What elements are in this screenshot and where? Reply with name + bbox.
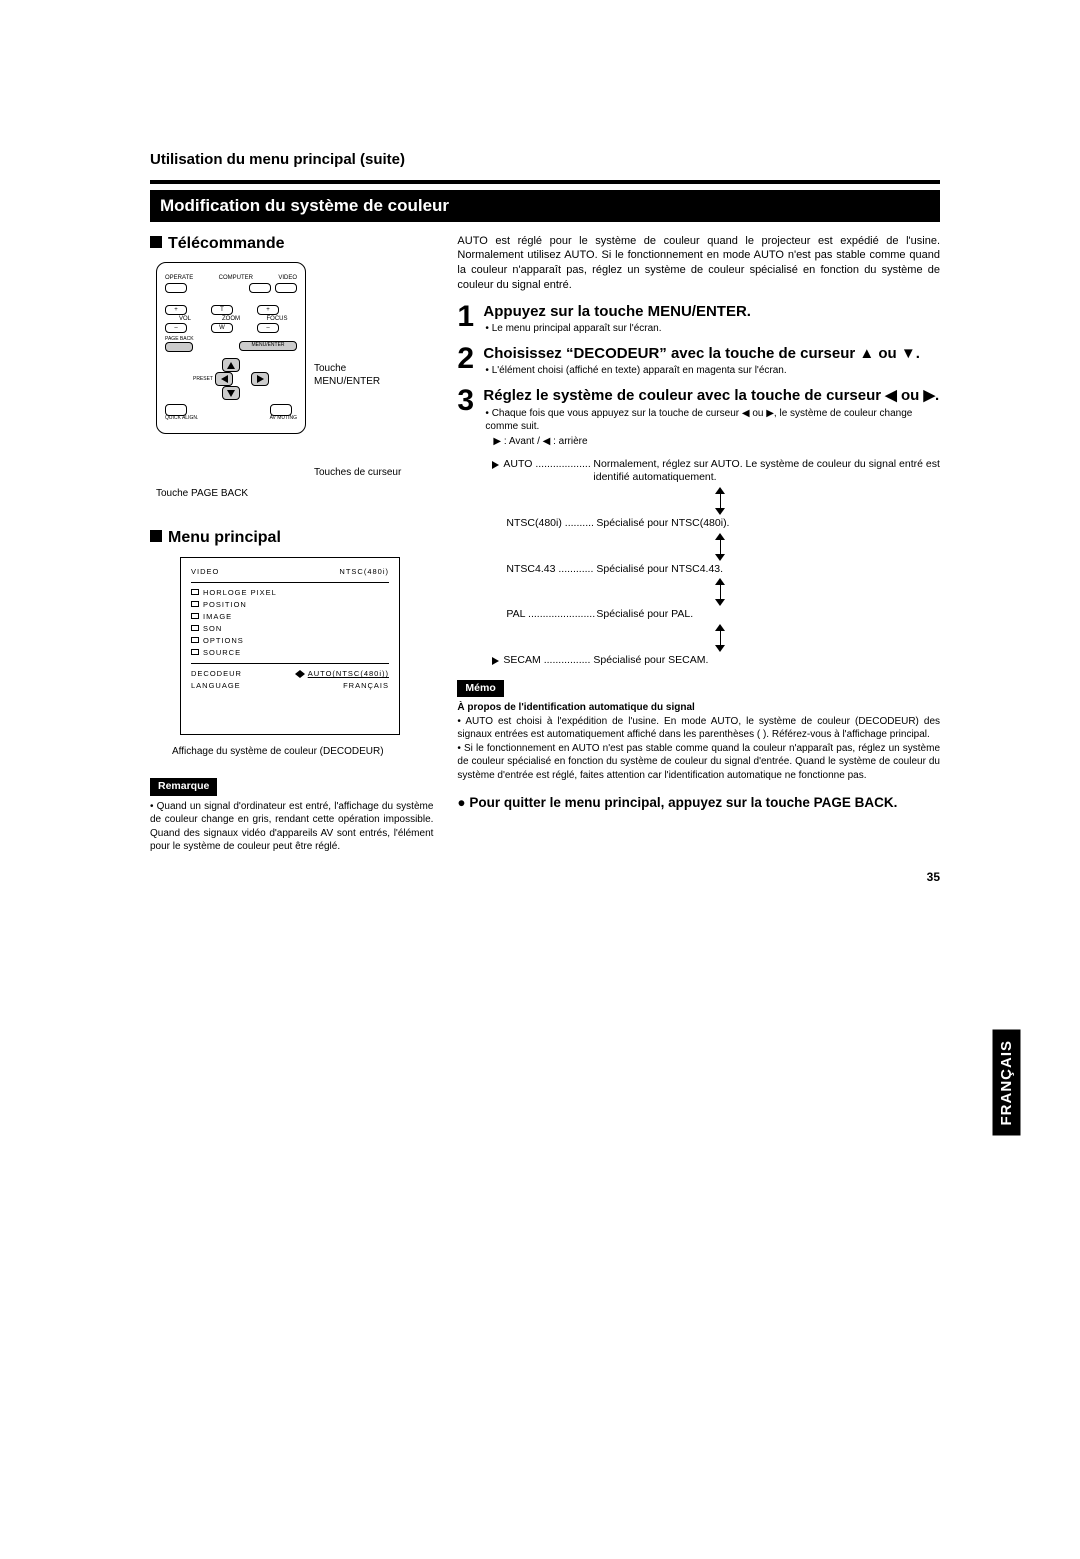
step-2: 2 Choisissez “DECODEUR” avec la touche d… (457, 345, 940, 377)
divider-thick (150, 180, 940, 184)
menu-illustration: VIDEO NTSC(480i) HORLOGE PIXEL POSITION … (180, 557, 400, 735)
section-header: Utilisation du menu principal (suite) (150, 150, 940, 170)
step-1: 1 Appuyez sur la touche MENU/ENTER. Le m… (457, 303, 940, 335)
page-number: 35 (150, 870, 940, 886)
memo-text-1: • AUTO est choisi à l'expédition de l'us… (457, 715, 940, 742)
color-system-flow: AUTO ................... Normalement, ré… (492, 458, 940, 668)
remarque-text: • Quand un signal d'ordinateur est entré… (150, 800, 433, 854)
menu-principal-heading: Menu principal (150, 528, 433, 549)
remarque-label: Remarque (150, 778, 217, 796)
remote-callouts: Touche MENU/ENTER Touches de curseur (314, 262, 404, 479)
memo-label: Mémo (457, 680, 503, 698)
telecommande-heading: Télécommande (150, 234, 433, 255)
quit-heading: ● Pour quitter le menu principal, appuye… (457, 794, 940, 812)
remote-illustration: OPERATE COMPUTER VIDEO + (156, 262, 306, 434)
memo-text-2: • Si le fonctionnement en AUTO n'est pas… (457, 742, 940, 783)
language-tab: FRANÇAIS (993, 1030, 1021, 1136)
title-bar: Modification du système de couleur (150, 190, 940, 222)
intro-text: AUTO est réglé pour le système de couleu… (457, 234, 940, 293)
menu-caption: Affichage du système de couleur (DECODEU… (172, 745, 433, 758)
memo-heading: À propos de l'identification automatique… (457, 701, 940, 715)
page-back-callout: Touche PAGE BACK (156, 487, 433, 500)
step-3: 3 Réglez le système de couleur avec la t… (457, 387, 940, 447)
